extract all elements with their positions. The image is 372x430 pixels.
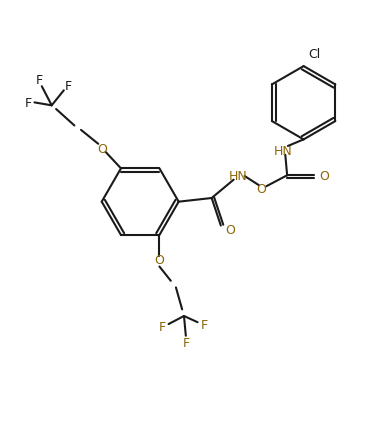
Text: O: O: [257, 182, 266, 195]
Text: F: F: [201, 318, 208, 331]
Text: F: F: [24, 97, 32, 110]
Text: F: F: [182, 336, 189, 349]
Text: O: O: [319, 169, 329, 182]
Text: HN: HN: [229, 169, 247, 182]
Text: F: F: [35, 74, 42, 87]
Text: F: F: [65, 80, 72, 92]
Text: F: F: [158, 321, 166, 334]
Text: O: O: [97, 142, 107, 155]
Text: O: O: [154, 254, 164, 267]
Text: O: O: [225, 223, 235, 236]
Text: HN: HN: [274, 144, 293, 157]
Text: Cl: Cl: [308, 48, 320, 61]
